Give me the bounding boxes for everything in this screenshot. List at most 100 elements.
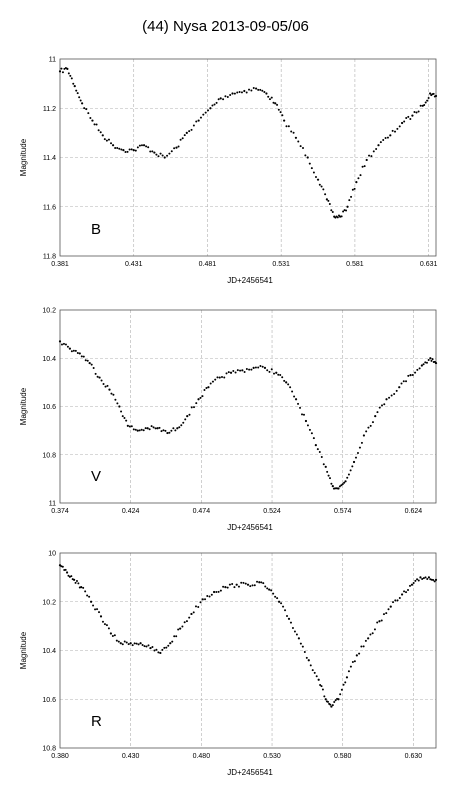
y-tick-label: 11: [49, 57, 56, 64]
data-point: [190, 612, 193, 616]
x-tick-label: 0.581: [346, 261, 364, 268]
data-point: [333, 700, 336, 703]
data-point: [60, 343, 63, 346]
data-point: [244, 582, 247, 585]
data-point: [245, 368, 248, 371]
data-point: [228, 583, 231, 586]
data-point: [359, 174, 362, 177]
data-point: [357, 177, 360, 180]
data-point: [262, 582, 265, 585]
data-point: [100, 379, 103, 382]
data-point: [109, 632, 112, 635]
data-point: [81, 102, 84, 105]
data-point: [194, 605, 197, 608]
data-point: [226, 96, 229, 99]
x-tick-label: 0.374: [51, 508, 69, 515]
data-point: [253, 584, 256, 587]
data-point: [403, 120, 406, 123]
data-point: [264, 585, 267, 588]
data-point: [117, 640, 120, 643]
data-point: [205, 387, 208, 390]
data-point: [289, 386, 292, 389]
data-point: [301, 645, 304, 648]
data-point: [170, 429, 173, 432]
data-point: [225, 372, 228, 375]
data-point: [180, 424, 183, 427]
data-point: [293, 395, 296, 398]
data-point: [422, 577, 425, 580]
data-point: [381, 404, 384, 407]
data-point: [214, 378, 217, 381]
x-tick-label: 0.430: [122, 753, 140, 760]
data-point: [86, 359, 89, 362]
data-point: [65, 571, 69, 574]
data-point: [400, 593, 404, 596]
data-point: [400, 382, 403, 385]
x-tick-label: 0.474: [193, 508, 211, 515]
data-point: [227, 371, 230, 374]
data-point: [279, 373, 282, 376]
data-point: [291, 626, 294, 629]
data-point: [427, 96, 430, 99]
data-point: [110, 142, 113, 145]
data-point: [327, 700, 330, 703]
data-point: [139, 642, 142, 645]
data-point: [326, 470, 329, 473]
data-point: [250, 368, 253, 371]
data-point: [130, 425, 133, 428]
data-point: [82, 355, 85, 358]
data-point: [382, 139, 385, 142]
data-point: [372, 150, 375, 153]
data-point: [105, 139, 108, 142]
data-point: [248, 88, 251, 91]
data-point: [195, 402, 198, 405]
data-point: [64, 568, 67, 571]
data-point: [153, 649, 156, 652]
data-point: [134, 149, 137, 152]
data-point: [299, 406, 302, 409]
data-point: [159, 651, 162, 655]
data-point: [330, 209, 333, 212]
data-point: [162, 429, 165, 432]
data-point: [367, 426, 370, 429]
data-point: [328, 477, 331, 480]
data-point: [145, 645, 148, 648]
data-point: [304, 419, 308, 423]
data-point: [147, 146, 150, 149]
data-point: [327, 199, 330, 202]
data-point: [322, 188, 325, 191]
data-point: [121, 415, 124, 418]
data-point: [290, 130, 293, 133]
data-point: [418, 367, 421, 370]
data-point: [171, 640, 174, 643]
y-tick-label: 10.4: [42, 648, 56, 655]
data-point: [140, 144, 143, 147]
data-point: [204, 598, 207, 601]
data-point: [86, 594, 89, 597]
data-point: [159, 152, 162, 155]
data-point: [116, 402, 119, 405]
data-point: [429, 357, 432, 360]
data-point: [101, 620, 104, 623]
data-point: [96, 608, 99, 611]
data-point: [69, 74, 72, 77]
data-point: [322, 463, 325, 466]
data-point: [377, 144, 380, 147]
data-point: [114, 398, 117, 401]
data-point: [128, 425, 131, 428]
data-point: [126, 424, 129, 427]
data-point: [63, 67, 66, 70]
data-point: [60, 67, 63, 70]
data-point: [99, 131, 102, 134]
data-point: [367, 637, 370, 640]
data-point: [424, 101, 427, 104]
data-point: [246, 583, 250, 586]
data-point: [287, 125, 290, 128]
data-point: [119, 642, 122, 645]
data-point: [237, 585, 240, 588]
data-point: [166, 431, 169, 435]
data-point: [411, 374, 414, 377]
data-point: [212, 590, 216, 594]
data-point: [396, 127, 399, 130]
data-point: [83, 107, 86, 110]
